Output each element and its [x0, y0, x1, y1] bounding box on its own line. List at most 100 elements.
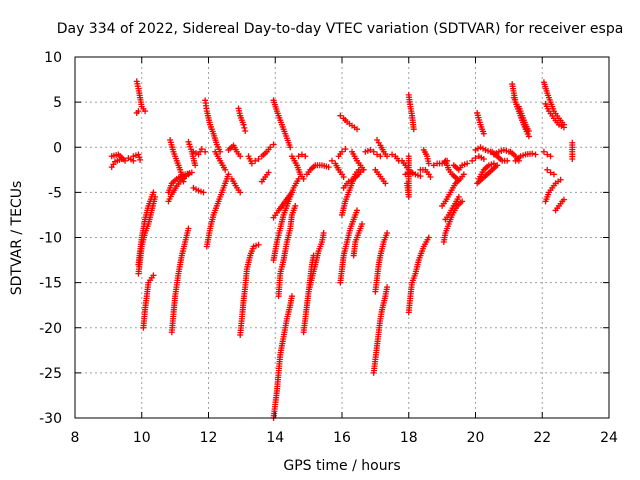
y-axis-title: SDTVAR / TECUs: [9, 181, 25, 296]
data-point: [135, 151, 142, 158]
data-point: [337, 112, 344, 119]
data-point: [494, 162, 501, 169]
data-point: [469, 157, 476, 164]
data-point: [217, 148, 224, 155]
data-point: [377, 153, 384, 160]
data-point: [359, 220, 366, 227]
data-point: [287, 144, 294, 151]
data-point: [340, 174, 347, 181]
data-point: [118, 155, 125, 162]
data-point: [370, 148, 377, 155]
data-point: [540, 148, 547, 155]
data-point: [504, 157, 511, 164]
data-point: [367, 146, 374, 153]
data-point: [425, 234, 432, 241]
data-point: [270, 141, 277, 148]
data-point: [288, 293, 295, 300]
data-point: [136, 154, 143, 161]
y-tick-label: 5: [53, 95, 62, 111]
x-tick-label: 8: [71, 430, 80, 446]
x-tick-label: 12: [200, 430, 218, 446]
y-tick-label: -15: [39, 276, 62, 292]
data-point: [525, 133, 532, 140]
data-point: [192, 162, 199, 169]
x-tick-label: 20: [467, 430, 485, 446]
data-point: [255, 155, 262, 162]
data-point: [382, 180, 389, 187]
data-point: [200, 189, 207, 196]
data-point: [560, 196, 567, 203]
x-tick-label: 18: [400, 430, 418, 446]
data-point: [302, 153, 309, 160]
data-point: [342, 146, 349, 153]
y-tick-label: 0: [53, 140, 62, 156]
data-point: [459, 198, 466, 205]
data-point: [292, 202, 299, 209]
data-point: [569, 155, 576, 162]
data-point: [547, 153, 554, 160]
data-point: [480, 155, 487, 162]
data-point: [142, 108, 149, 115]
x-axis-title: GPS time / hours: [283, 458, 400, 474]
data-points: [108, 78, 576, 421]
data-point: [237, 189, 244, 196]
y-tick-label: -10: [39, 231, 62, 247]
data-point: [427, 174, 434, 181]
data-point: [185, 171, 192, 178]
data-point: [529, 150, 536, 157]
data-point: [198, 146, 205, 153]
data-point: [202, 148, 209, 155]
data-point: [295, 175, 302, 182]
x-tick-label: 16: [333, 430, 351, 446]
data-point: [265, 169, 272, 176]
data-point: [557, 176, 564, 183]
data-point: [150, 272, 157, 279]
data-point: [288, 189, 295, 196]
data-point: [464, 160, 471, 167]
data-point: [410, 126, 417, 133]
y-tick-label: -20: [39, 321, 62, 337]
data-point: [472, 155, 479, 162]
data-point: [460, 171, 467, 178]
data-point: [560, 124, 567, 131]
data-point: [547, 169, 554, 176]
data-point: [384, 229, 391, 236]
x-tick-label: 10: [133, 430, 151, 446]
data-point: [222, 166, 229, 173]
data-point: [237, 153, 244, 160]
data-point: [384, 153, 391, 160]
data-point: [135, 108, 142, 115]
data-point: [300, 175, 307, 182]
data-point: [137, 156, 144, 163]
data-point: [242, 128, 249, 135]
data-point: [515, 157, 522, 164]
chart-title: Day 334 of 2022, Sidereal Day-to-day VTE…: [57, 21, 624, 37]
data-point: [150, 189, 157, 196]
data-point: [374, 151, 381, 158]
data-point: [225, 171, 232, 178]
data-point: [480, 130, 487, 137]
data-point: [295, 153, 302, 160]
data-point: [455, 193, 462, 200]
data-point: [328, 157, 335, 164]
data-point: [320, 229, 327, 236]
y-tick-label: -30: [39, 411, 62, 427]
data-point: [550, 171, 557, 178]
data-point: [339, 148, 345, 155]
y-tick-label: -5: [48, 185, 62, 201]
data-point: [248, 160, 255, 167]
data-point: [188, 169, 195, 176]
data-point: [544, 151, 551, 158]
data-point: [354, 207, 361, 214]
data-point: [267, 144, 274, 151]
x-tick-label: 22: [533, 430, 551, 446]
x-tick-label: 24: [600, 430, 618, 446]
data-point: [389, 151, 396, 158]
data-point: [532, 151, 539, 158]
y-tick-label: 10: [44, 50, 62, 66]
data-point: [490, 160, 497, 167]
data-point: [255, 241, 262, 248]
data-point: [360, 166, 367, 173]
data-point: [525, 128, 532, 135]
